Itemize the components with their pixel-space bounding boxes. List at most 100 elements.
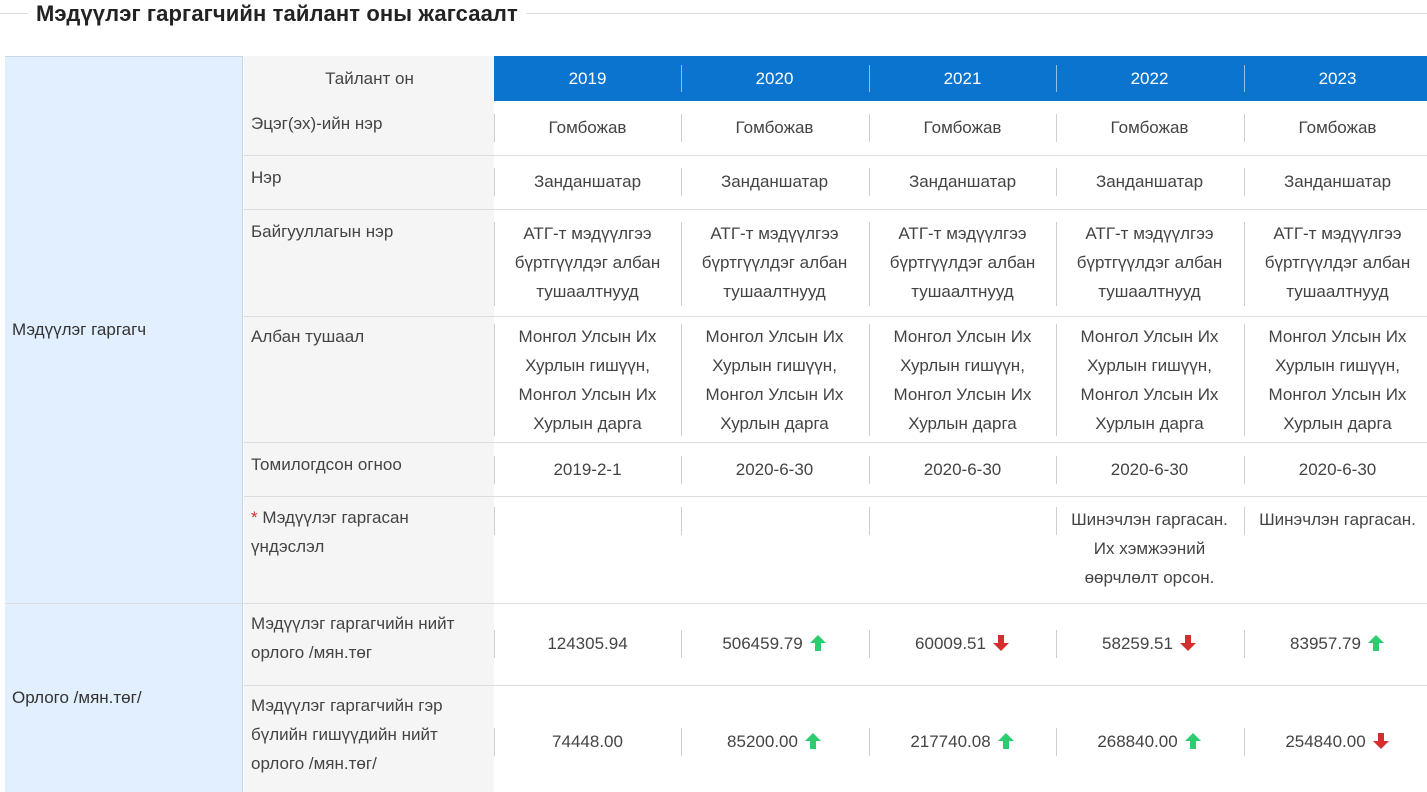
row-label-total-income: Мэдүүлэг гаргагчийн нийт орлого /мян.төг	[244, 603, 494, 685]
cell-line: Хурлын дарга	[1283, 414, 1392, 433]
cell-position: Монгол Улсын Их Хурлын гишүүн, Монгол Улсы…	[869, 322, 1056, 438]
cell-line: АТГ-т мэдүүлгээ	[898, 224, 1027, 243]
cell-family-income: 85200.00	[681, 727, 868, 756]
cell-line: Монгол Улсын Их	[1080, 327, 1219, 346]
cell-value: Гомбожав	[548, 118, 627, 137]
cell-line: Хурлын дарга	[1095, 414, 1204, 433]
trend-up-icon	[804, 733, 821, 749]
cell-line: Хурлын гишүүн,	[1087, 356, 1212, 375]
cell-line: Хурлын гишүүн,	[900, 356, 1025, 375]
column-separator	[681, 630, 682, 658]
cell-value: Гомбожав	[1110, 118, 1189, 137]
cell-value: 2019-2-1	[553, 460, 622, 479]
column-separator	[494, 324, 495, 436]
cell-value: 60009.51	[915, 634, 986, 653]
row-divider	[244, 496, 1427, 497]
cell-total-income: 58259.51	[1056, 629, 1243, 658]
cell-org: АТГ-т мэдүүлгээ бүртгүүлдэг албан тушаалтн…	[869, 219, 1056, 306]
column-separator	[681, 507, 682, 535]
cell-line: Монгол Улсын Их	[705, 385, 844, 404]
cell-line: Хурлын дарга	[908, 414, 1017, 433]
row-label-name: Нэр	[244, 155, 494, 209]
cell-org: АТГ-т мэдүүлгээ бүртгүүлдэг албан тушаалтн…	[681, 219, 868, 306]
cell-father-name: Гомбожав	[681, 113, 868, 142]
column-separator	[494, 114, 495, 142]
column-separator	[1056, 324, 1057, 436]
column-separator	[1244, 728, 1245, 756]
column-separator	[1244, 114, 1245, 142]
cell-line: бүртгүүлдэг албан	[514, 253, 661, 272]
row-label-family-income: Мэдүүлэг гаргагчийн гэр бүлийн гишүүдийн…	[244, 685, 494, 792]
cell-value: 74448.00	[552, 732, 623, 751]
column-separator	[869, 168, 870, 196]
section-declarant: Мэдүүлэг гаргагч	[5, 56, 243, 603]
trend-down-icon	[992, 635, 1009, 651]
cell-line: тушаалтнууд	[1098, 282, 1201, 301]
year-separator	[869, 65, 870, 92]
column-separator	[1244, 168, 1245, 196]
year-header: 2020	[755, 69, 794, 88]
family-income-label-line2: бүлийн гишүүдийн нийт	[251, 725, 438, 744]
name-label: Нэр	[251, 168, 282, 187]
cell-value: Занданшатар	[908, 172, 1017, 191]
cell-line: тушаалтнууд	[536, 282, 639, 301]
column-separator	[1056, 168, 1057, 196]
cell-family-income: 217740.08	[869, 727, 1056, 756]
cell-position: Монгол Улсын Их Хурлын гишүүн, Монгол Улсы…	[681, 322, 868, 438]
column-separator	[494, 168, 495, 196]
cell-line: Хурлын гишүүн,	[525, 356, 650, 375]
cell-value: Гомбожав	[923, 118, 1002, 137]
column-separator	[1244, 630, 1245, 658]
cell-line: Хурлын дарга	[720, 414, 829, 433]
page-title: Мэдүүлэг гаргагчийн тайлант оны жагсаалт	[28, 0, 526, 28]
row-divider	[244, 685, 1427, 686]
cell-basis: Шинэчлэн гаргасан.	[1244, 505, 1427, 534]
column-separator	[1244, 222, 1245, 306]
cell-value: 124305.94	[547, 634, 628, 653]
row-divider	[244, 209, 1427, 210]
cell-org: АТГ-т мэдүүлгээ бүртгүүлдэг албан тушаалтн…	[494, 219, 681, 306]
cell-family-income: 254840.00	[1244, 727, 1427, 756]
column-separator	[494, 630, 495, 658]
cell-line: бүртгүүлдэг албан	[889, 253, 1036, 272]
column-separator	[1056, 456, 1057, 484]
column-separator	[681, 324, 682, 436]
column-separator	[1056, 507, 1057, 535]
column-separator	[869, 222, 870, 306]
cell-value: Занданшатар	[720, 172, 829, 191]
row-divider	[244, 155, 1427, 156]
cell-value: Занданшатар	[533, 172, 642, 191]
trend-down-icon	[1179, 635, 1196, 651]
cell-value: 254840.00	[1285, 732, 1366, 751]
cell-line: Хурлын дарга	[533, 414, 642, 433]
row-label-appointed: Томилогдсон огноо	[244, 442, 494, 496]
cell-line: Шинэчлэн гаргасан.	[1071, 510, 1228, 529]
cell-value: Занданшатар	[1283, 172, 1392, 191]
total-income-label-line2: орлого /мян.төг	[251, 643, 373, 662]
cell-line: Монгол Улсын Их	[518, 385, 657, 404]
cell-line: АТГ-т мэдүүлгээ	[523, 224, 652, 243]
section-declarant-label: Мэдүүлэг гаргагч	[12, 320, 147, 339]
cell-value: 217740.08	[910, 732, 991, 751]
row-label-father-name: Эцэг(эх)-ийн нэр	[244, 101, 494, 155]
cell-position: Монгол Улсын Их Хурлын гишүүн, Монгол Улсы…	[1244, 322, 1427, 438]
position-label: Албан тушаал	[251, 327, 365, 346]
trend-up-icon	[809, 635, 826, 651]
cell-value: 58259.51	[1102, 634, 1173, 653]
year-header: 2022	[1130, 69, 1169, 88]
cell-father-name: Гомбожав	[1244, 113, 1427, 142]
year-separator	[1056, 65, 1057, 92]
cell-name: Занданшатар	[681, 167, 868, 196]
column-separator	[681, 728, 682, 756]
cell-line: АТГ-т мэдүүлгээ	[1273, 224, 1402, 243]
trend-up-icon	[1184, 733, 1201, 749]
cell-line: Шинэчлэн гаргасан.	[1259, 510, 1416, 529]
cell-father-name: Гомбожав	[494, 113, 681, 142]
basis-label-line1: Мэдүүлэг гаргасан	[262, 508, 409, 527]
column-separator	[869, 728, 870, 756]
cell-value: Занданшатар	[1095, 172, 1204, 191]
cell-value: 2020-6-30	[735, 460, 814, 479]
column-separator	[1056, 728, 1057, 756]
cell-line: тушаалтнууд	[723, 282, 826, 301]
column-separator	[494, 222, 495, 306]
